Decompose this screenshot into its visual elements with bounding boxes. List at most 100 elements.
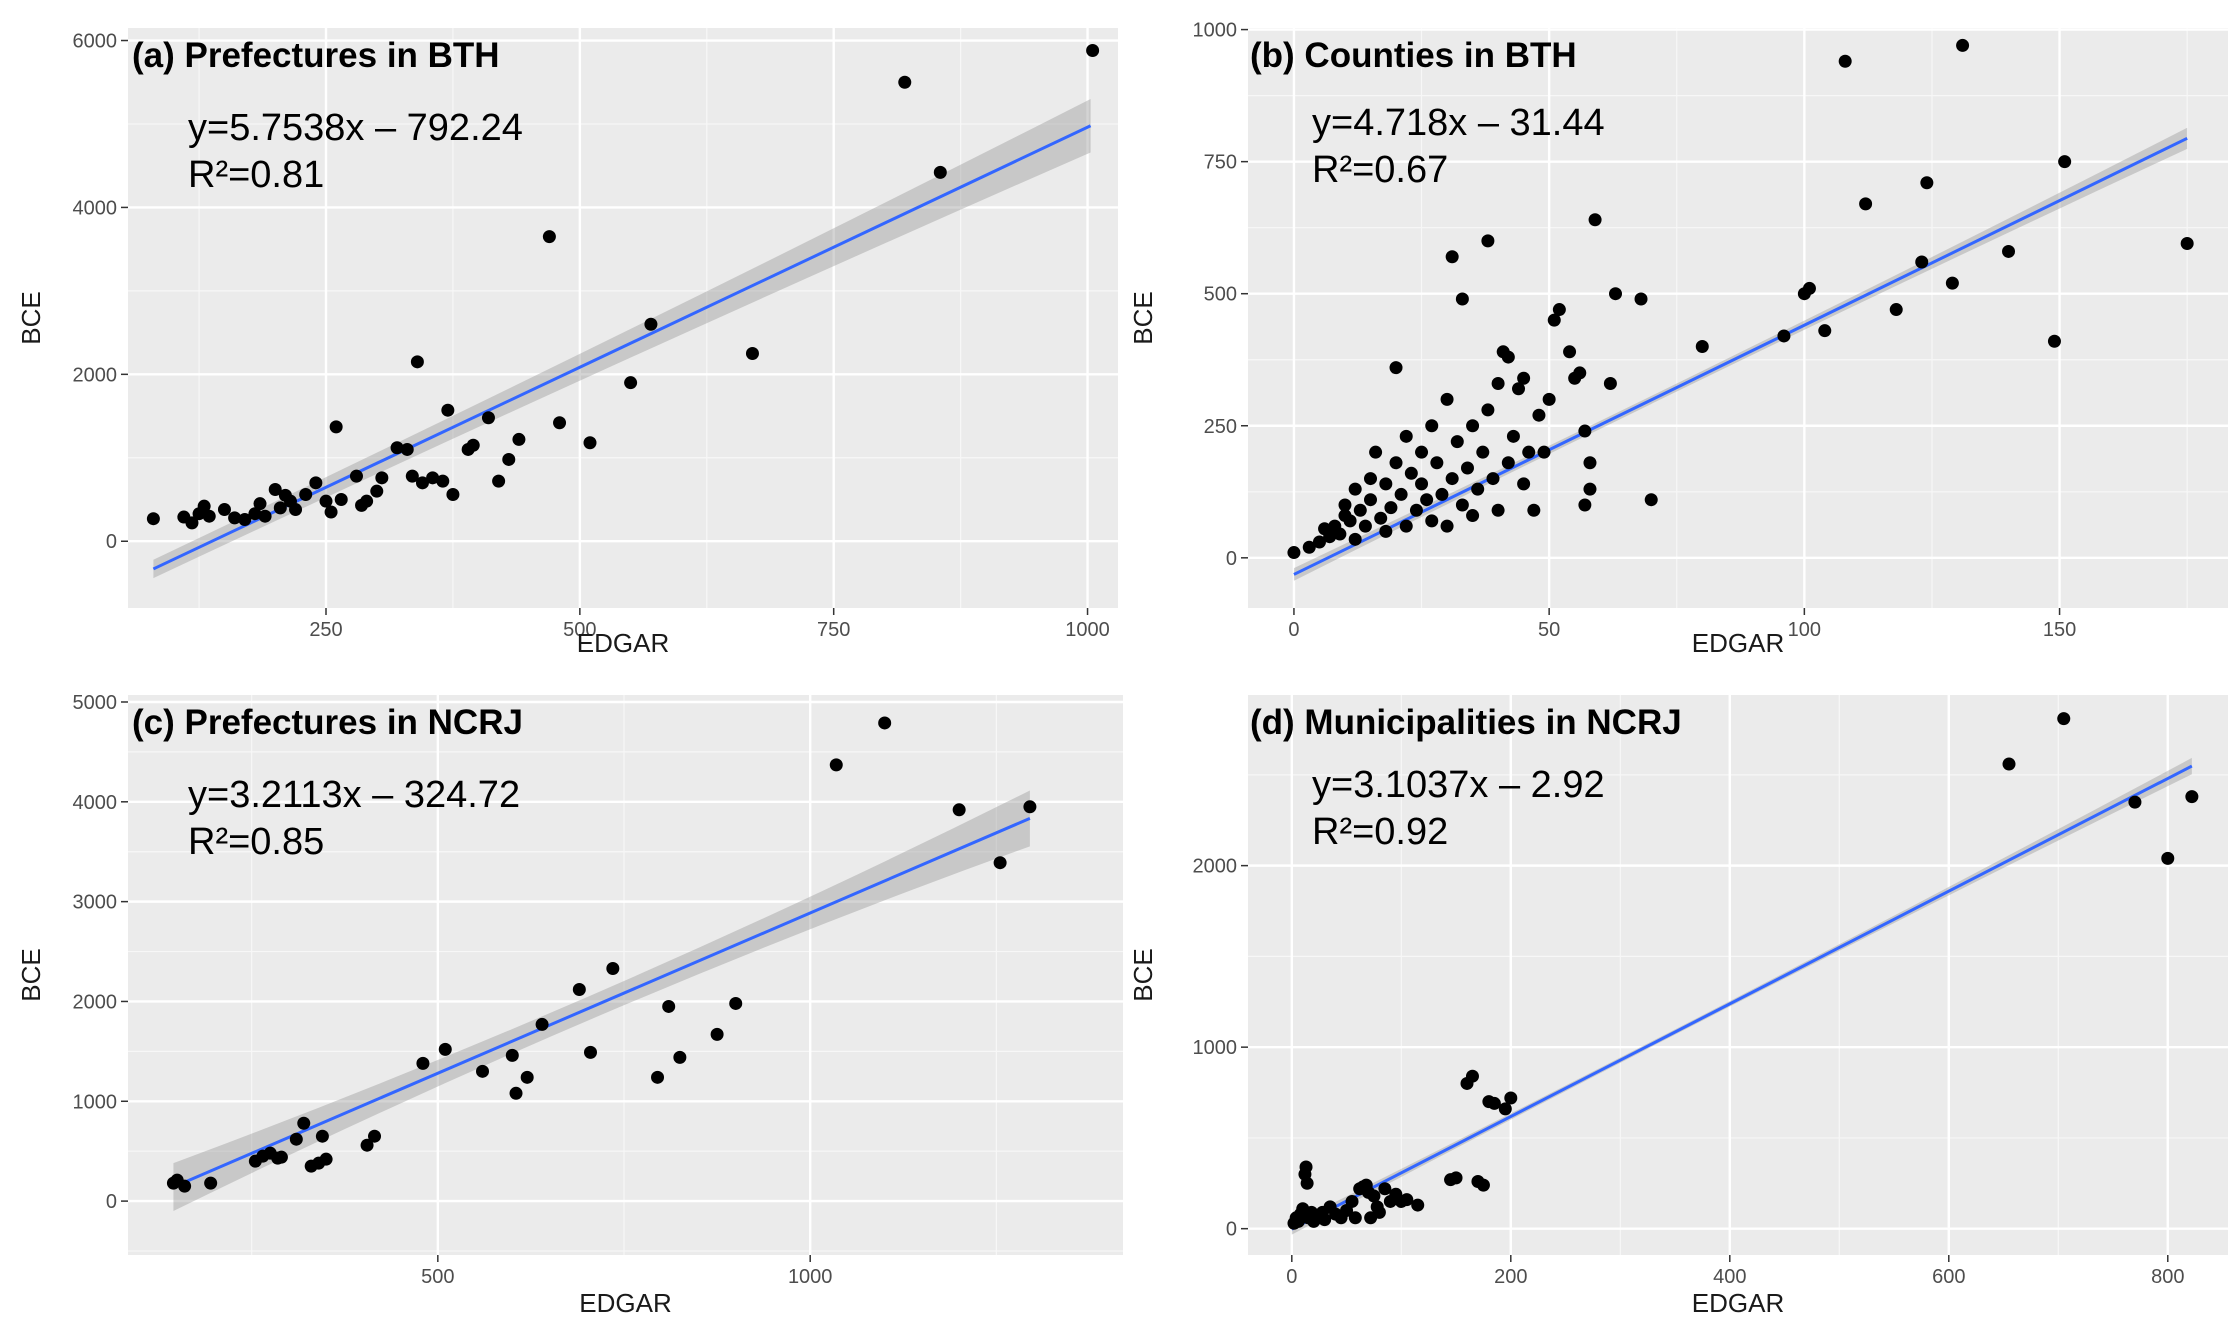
chart-0-y-tick-label-2: 4000 — [73, 197, 118, 219]
chart-2-x-tick-label-0: 500 — [421, 1266, 454, 1288]
chart-1-point-74 — [1603, 377, 1617, 391]
chart-1-point-22 — [1389, 361, 1403, 375]
chart-2-title: (c) Prefectures in NCRJ — [132, 703, 523, 742]
chart-2-point-23 — [535, 1017, 549, 1031]
chart-1: 0 50 100 150 0 250 500 750 1000 EDGAR BCE (b) Count… — [1128, 20, 2228, 658]
chart-2-point-21 — [509, 1086, 523, 1100]
chart-1-point-27 — [1409, 503, 1423, 517]
chart-2-y-axis-label: BCE — [16, 948, 46, 1001]
chart-1-point-12 — [1353, 503, 1367, 517]
chart-1-y-tick-label-4: 1000 — [1193, 20, 1238, 42]
chart-0-title: (a) Prefectures in BTH — [132, 36, 500, 75]
chart-2-point-25 — [583, 1045, 597, 1059]
chart-2-point-18 — [438, 1042, 452, 1056]
chart-1-point-37 — [1445, 472, 1459, 486]
chart-3-point-42 — [1498, 1102, 1512, 1116]
chart-1-y-tick-label-1: 250 — [1204, 416, 1237, 438]
chart-1-point-56 — [1512, 382, 1526, 396]
chart-1-point-62 — [1537, 445, 1551, 459]
chart-0-point-18 — [309, 476, 323, 490]
chart-2-point-29 — [673, 1050, 687, 1064]
chart-0-point-29 — [400, 442, 414, 456]
chart-2-point-34 — [952, 803, 966, 817]
chart-0-point-46 — [624, 376, 638, 390]
chart-2-y-tick-label-2: 2000 — [73, 991, 118, 1013]
chart-2-y-tick-label-3: 3000 — [73, 892, 118, 914]
chart-1-x-tick-label-2: 100 — [1788, 619, 1821, 641]
chart-1-point-32 — [1425, 419, 1439, 433]
chart-0-point-31 — [410, 355, 424, 369]
chart-1-point-38 — [1445, 250, 1459, 264]
chart-1-point-71 — [1583, 482, 1597, 496]
chart-0-point-41 — [502, 452, 516, 466]
chart-0-point-48 — [745, 346, 759, 360]
chart-1-point-60 — [1527, 503, 1541, 517]
chart-1-point-84 — [1859, 197, 1873, 211]
chart-1-point-30 — [1420, 493, 1434, 507]
chart-0-point-2 — [185, 516, 199, 530]
chart-3-point-32 — [1400, 1193, 1414, 1207]
chart-1-point-59 — [1522, 445, 1536, 459]
chart-1-point-18 — [1379, 477, 1393, 491]
chart-0-point-22 — [334, 493, 348, 507]
chart-0-point-25 — [360, 494, 374, 508]
chart-0-point-35 — [441, 403, 455, 417]
chart-1-point-26 — [1404, 466, 1418, 480]
chart-0-annotation-0: y=5.7538x – 792.24 — [188, 107, 523, 149]
chart-0-x-tick-label-3: 1000 — [1065, 619, 1110, 641]
chart-1-point-92 — [2058, 155, 2072, 169]
chart-1-point-91 — [2047, 334, 2061, 348]
chart-1-point-81 — [1802, 281, 1816, 295]
chart-3-point-45 — [2057, 712, 2071, 726]
chart-2-point-13 — [315, 1129, 329, 1143]
chart-1-point-34 — [1435, 487, 1449, 501]
chart-1-point-43 — [1466, 419, 1480, 433]
chart-3-point-13 — [1318, 1213, 1332, 1227]
chart-3-x-tick-label-0: 0 — [1286, 1266, 1297, 1288]
chart-3-point-28 — [1378, 1182, 1392, 1196]
chart-1-point-19 — [1379, 524, 1393, 538]
chart-1-point-36 — [1440, 392, 1454, 406]
chart-0: 250 500 750 1000 0 2000 4000 6000 EDGAR BCE (a) Pr… — [16, 28, 1118, 658]
chart-1-point-44 — [1466, 509, 1480, 523]
chart-0-point-27 — [375, 471, 389, 485]
chart-1-point-89 — [1956, 38, 1970, 52]
chart-1-point-10 — [1348, 532, 1362, 546]
chart-2-point-30 — [710, 1027, 724, 1041]
chart-1-point-17 — [1374, 511, 1388, 525]
chart-1-point-90 — [2002, 244, 2016, 258]
chart-0-point-23 — [349, 469, 363, 483]
chart-0-point-43 — [542, 230, 556, 244]
chart-1-point-25 — [1399, 429, 1413, 443]
chart-3-point-48 — [2185, 790, 2199, 804]
chart-1-point-0 — [1287, 546, 1301, 560]
chart-2-y-tick-label-0: 0 — [106, 1191, 117, 1213]
chart-1-point-50 — [1491, 377, 1505, 391]
chart-3-x-tick-label-4: 800 — [2151, 1266, 2184, 1288]
chart-3-point-46 — [2128, 795, 2142, 809]
chart-0-point-8 — [238, 513, 252, 527]
chart-0-point-47 — [644, 317, 658, 331]
chart-3-point-43 — [1504, 1091, 1518, 1105]
chart-0-point-19 — [319, 494, 333, 508]
chart-1-point-23 — [1394, 487, 1408, 501]
chart-3-point-47 — [2161, 851, 2175, 865]
chart-2-annotation-1: R²=0.85 — [188, 821, 324, 863]
chart-1-point-63 — [1542, 392, 1556, 406]
chart-0-x-tick-label-2: 750 — [817, 619, 850, 641]
chart-0-point-38 — [466, 438, 480, 452]
chart-1-point-20 — [1384, 501, 1398, 515]
chart-2-point-14 — [319, 1152, 333, 1166]
chart-0-point-28 — [390, 441, 404, 455]
chart-1-point-24 — [1399, 519, 1413, 533]
chart-2-point-20 — [505, 1048, 519, 1062]
chart-1-point-15 — [1364, 472, 1377, 486]
chart-1-point-51 — [1491, 503, 1505, 517]
chart-0-point-30 — [405, 469, 419, 483]
chart-1-point-6 — [1333, 527, 1347, 541]
chart-1-point-47 — [1481, 403, 1495, 417]
chart-0-x-tick-label-1: 500 — [563, 619, 596, 641]
chart-3-point-39 — [1476, 1178, 1490, 1192]
chart-2-point-28 — [662, 999, 676, 1013]
chart-1-point-61 — [1532, 408, 1546, 422]
